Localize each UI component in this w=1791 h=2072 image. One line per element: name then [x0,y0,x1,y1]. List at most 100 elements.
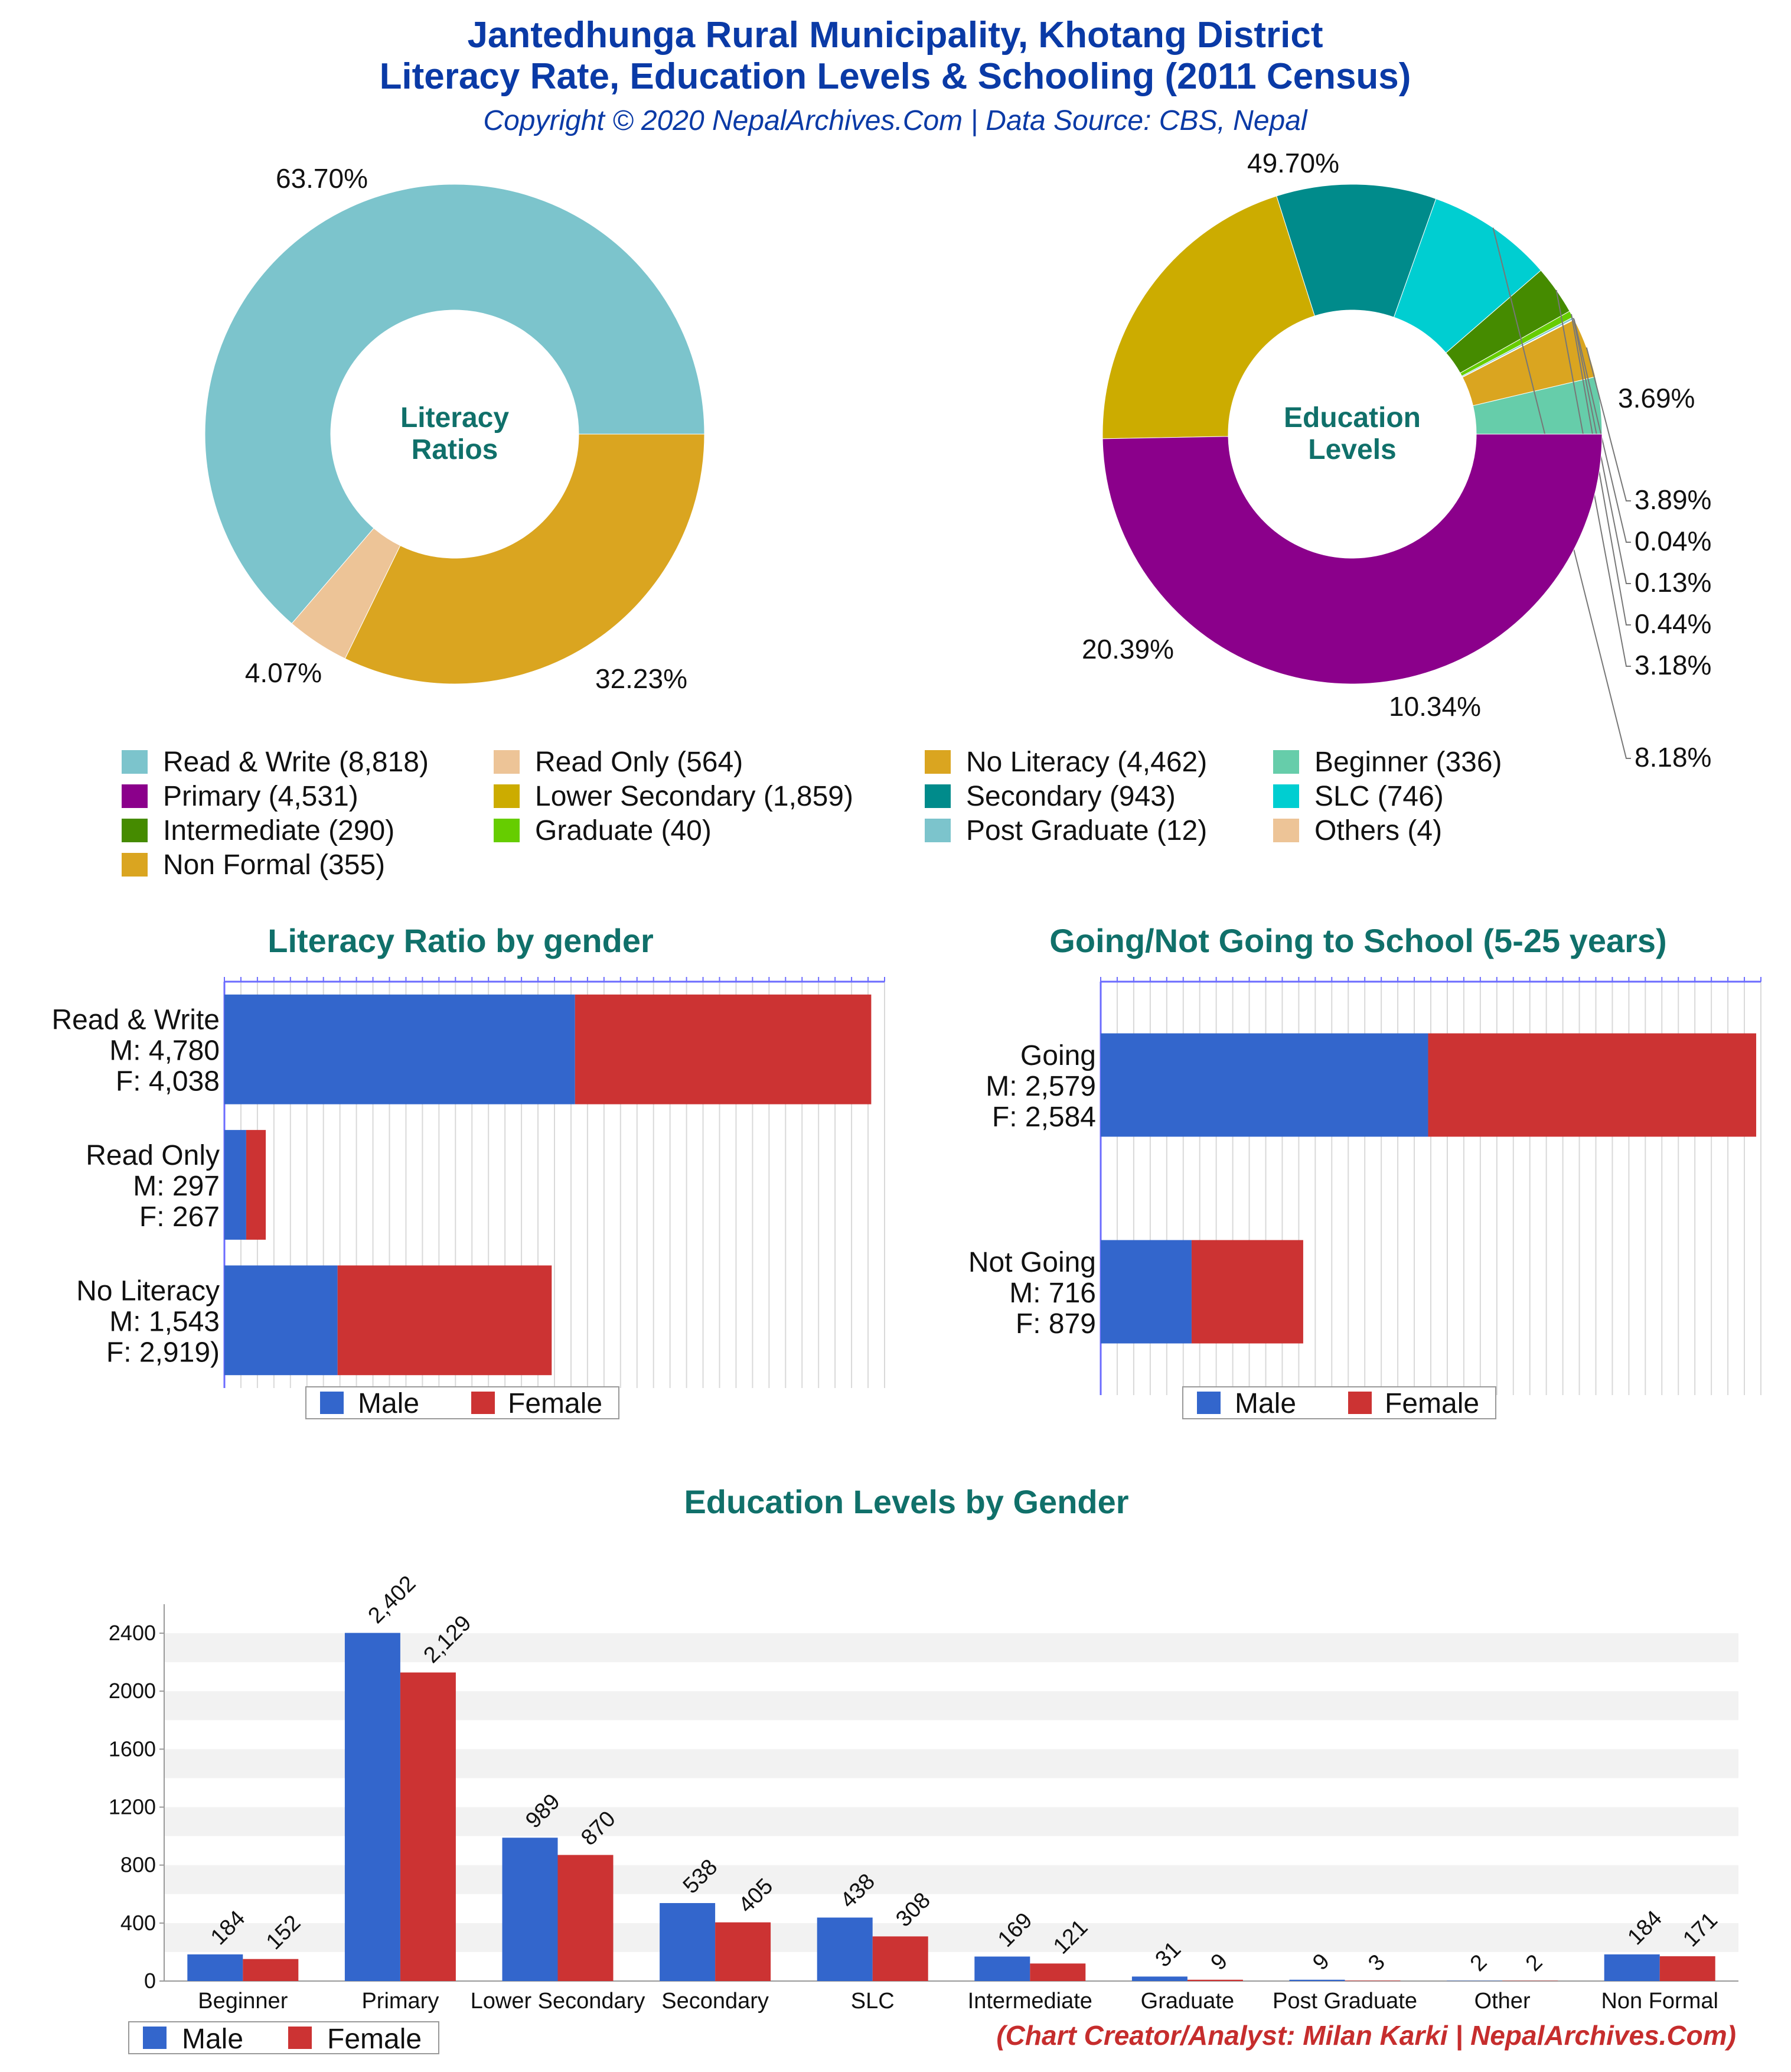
chart-title: Education Levels by Gender [684,1483,1128,1520]
copyright-text: Copyright © 2020 NepalArchives.Com | Dat… [483,105,1307,136]
legend-label: Lower Secondary (1,859) [535,781,853,812]
legend-swatch-male [143,2027,167,2049]
legend-label: Read & Write (8,818) [163,747,429,778]
category-label: M: 297 [133,1171,220,1202]
percent-label: 4.07% [245,657,322,688]
female-bar [1187,1979,1243,1981]
y-tick-label: 2400 [109,1621,156,1645]
grid-band [164,1633,1738,1663]
x-tick-label: Post Graduate [1273,1989,1417,2014]
female-bar [400,1672,456,1981]
school-going-chart: Going/Not Going to School (5-25 years) Go… [968,922,1761,1419]
percent-label: 0.04% [1635,526,1711,556]
female-bar [1345,1980,1401,1981]
legend-label-male: Male [1235,1388,1296,1419]
male-bar [224,1265,338,1376]
category-label: M: 4,780 [109,1035,220,1067]
chart-title: Literacy Ratio by gender [267,922,654,959]
legend-swatch [925,784,951,808]
x-tick-label: Non Formal [1601,1989,1718,2014]
y-tick-label: 400 [120,1911,156,1935]
male-bar [660,1902,716,1981]
legend-swatch [494,750,520,774]
female-bar [1191,1240,1303,1344]
legend-swatch-male [320,1392,344,1414]
x-tick-label: Intermediate [968,1989,1092,2014]
legend-swatch [1273,819,1299,842]
x-tick-label: Other [1474,1989,1531,2014]
leader-line [1586,347,1631,501]
male-bar [1289,1979,1345,1981]
male-bar [1101,1240,1192,1344]
legend-box [305,1386,619,1419]
donut-center-label: Literacy [400,402,509,434]
percent-label: 0.13% [1635,567,1711,598]
female-bar [715,1922,771,1981]
leader-line [1555,289,1631,667]
male-bar [817,1917,873,1981]
male-bar [1101,1033,1428,1137]
legend-swatch [122,784,148,808]
male-bar [187,1954,243,1981]
legend-label: Non Formal (355) [163,849,385,881]
chart-title: Going/Not Going to School (5-25 years) [1049,922,1666,959]
legend-swatch-female [288,2027,312,2049]
main-title-line2: Literacy Rate, Education Levels & School… [380,56,1411,97]
percent-label: 8.18% [1635,742,1711,773]
legend-swatch-male [1197,1392,1221,1414]
percent-label: 20.39% [1082,634,1174,664]
legend-label: Beginner (336) [1314,747,1502,778]
legend-box [128,2021,439,2054]
legend-label: Read Only (564) [535,747,743,778]
legend-box [1182,1386,1496,1419]
female-bar [575,994,872,1105]
category-label: F: 267 [139,1201,220,1233]
male-bar [224,1130,246,1240]
x-tick-label: Lower Secondary [471,1989,645,2014]
category-label: M: 1,543 [109,1306,220,1337]
legend-swatch-female [1348,1392,1372,1414]
donut-center-label: Education [1284,402,1421,434]
percent-label: 0.44% [1635,608,1711,639]
legend-swatch [1273,784,1299,808]
male-bar [1131,1976,1188,1981]
slice-read-write [204,184,705,624]
y-tick-label: 1200 [109,1795,156,1819]
slice-secondary [1276,184,1437,318]
percent-label: 3.89% [1635,484,1711,515]
percent-label: 3.18% [1635,650,1711,680]
legend-label: Graduate (40) [535,815,712,846]
main-title-line1: Jantedhunga Rural Municipality, Khotang … [467,15,1323,56]
leader-line [1571,314,1631,625]
grid-band [164,1604,1738,1634]
legend-label: Secondary (943) [966,781,1176,812]
category-label: No Literacy [76,1275,220,1307]
legend-label: Others (4) [1314,815,1442,846]
legend-label-female: Female [508,1388,602,1419]
legend-label: No Literacy (4,462) [966,747,1207,778]
legend-swatch [925,750,951,774]
legend-label: Post Graduate (12) [966,815,1207,846]
legend-swatch [925,819,951,842]
y-tick-label: 2000 [109,1679,156,1703]
legend-swatch [122,853,148,877]
legend-label: SLC (746) [1314,781,1444,812]
female-bar [872,1936,928,1981]
category-label: Not Going [968,1247,1096,1278]
female-bar [337,1265,552,1376]
male-bar [344,1633,400,1981]
female-bar [1030,1963,1086,1981]
percent-label: 32.23% [595,663,687,694]
education-by-gender-chart: Education Levels by Gender 0 400 800 1200 160… [109,1483,1738,2055]
legend-label-female: Female [1385,1388,1479,1419]
male-bar [224,994,575,1105]
x-tick-label: Beginner [198,1989,288,2014]
x-tick-label: Primary [361,1989,439,2014]
category-label: Read Only [86,1140,220,1171]
female-bar [246,1130,266,1240]
category-label: F: 2,584 [992,1102,1096,1133]
male-bar [502,1838,558,1981]
